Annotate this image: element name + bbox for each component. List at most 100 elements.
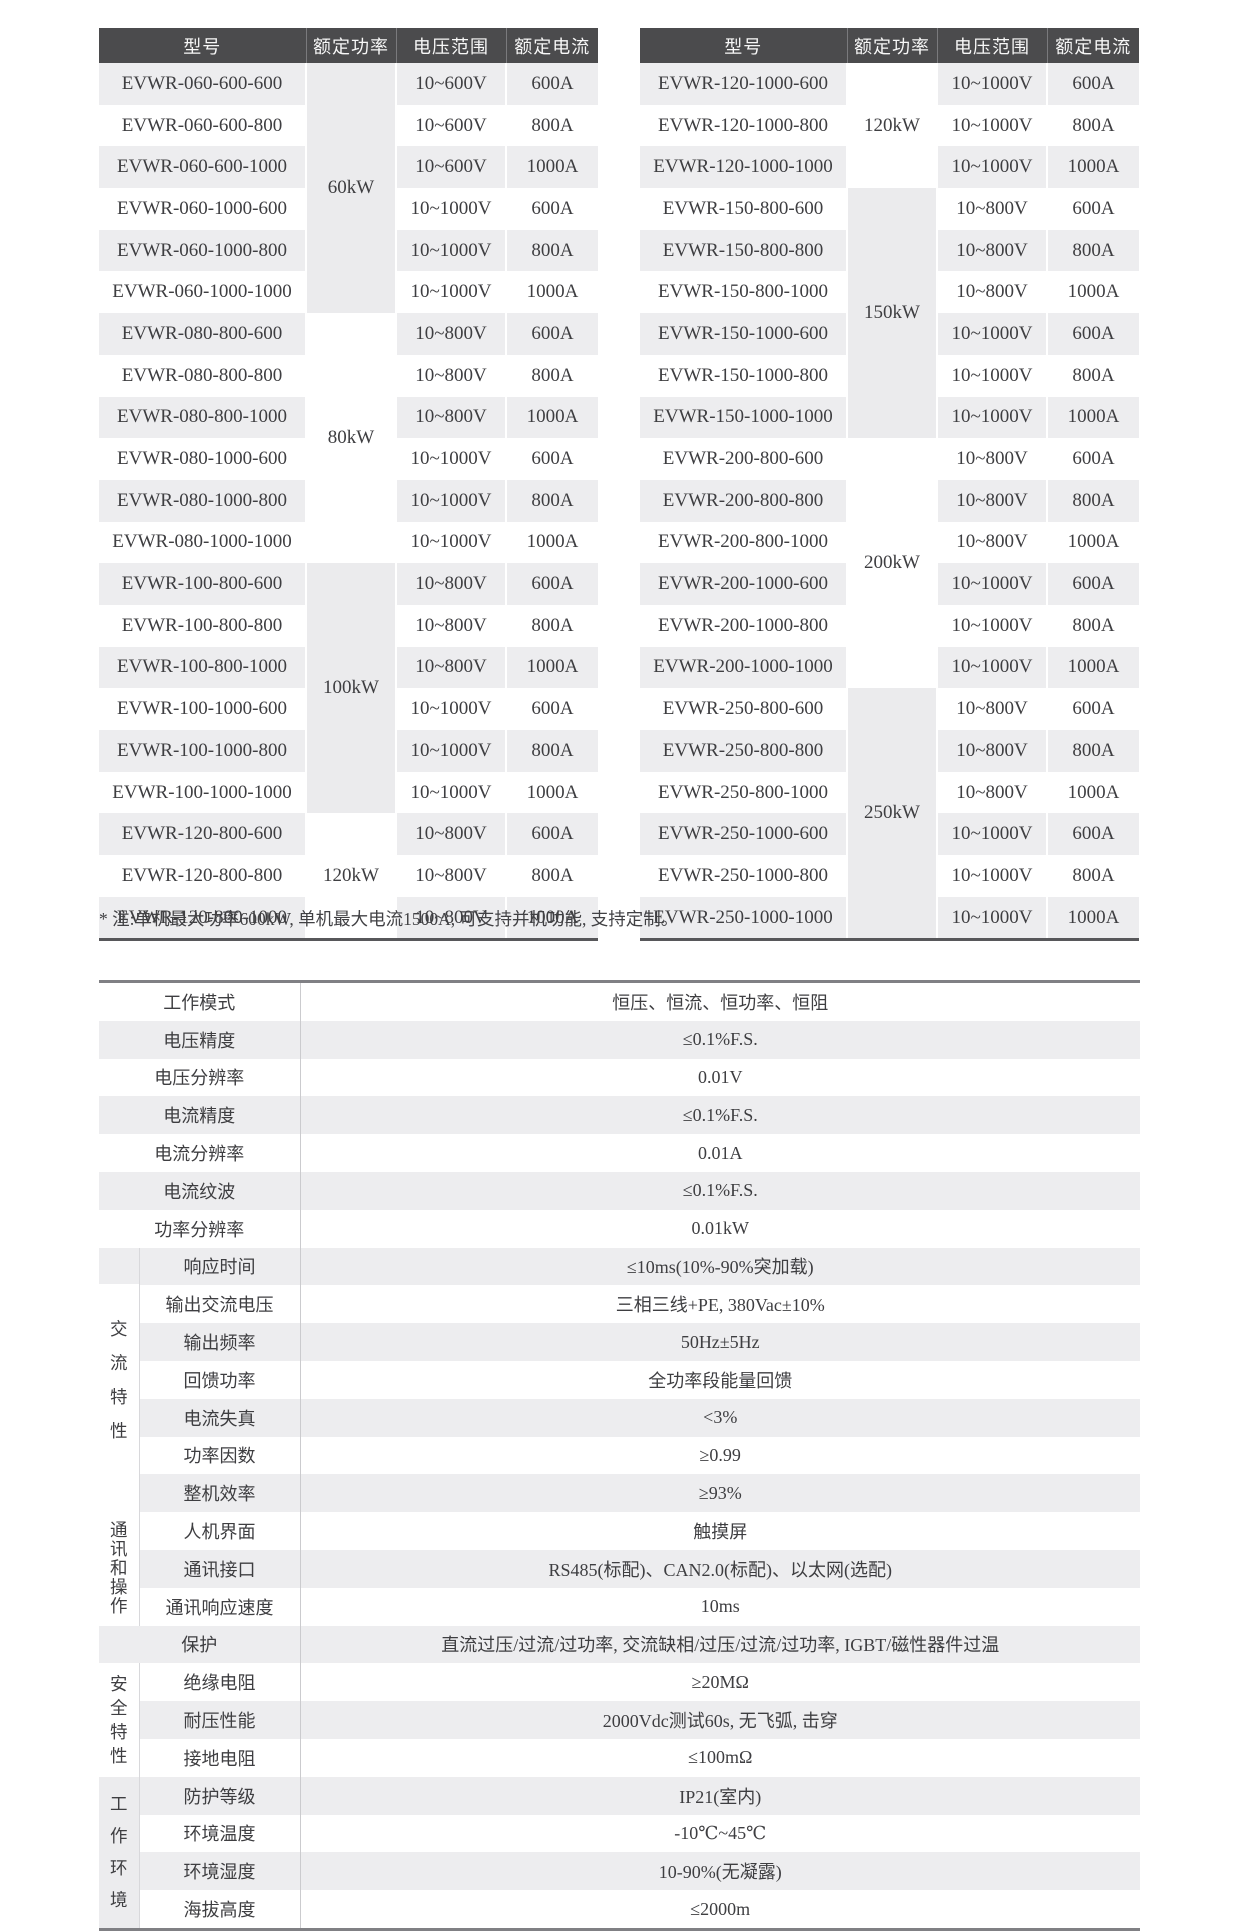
model-cell: EVWR-250-1000-1000	[640, 896, 847, 940]
table-row: EVWR-080-800-800 10~800V 800A	[99, 354, 598, 397]
current-cell: 800A	[505, 730, 598, 772]
power-cell: 200kW	[846, 438, 937, 689]
current-cell: 800A	[1046, 730, 1139, 772]
spec-group-label: 交流特性	[110, 1318, 128, 1441]
current-cell: 1000A	[505, 896, 598, 940]
spec-label-cell: 防护等级	[138, 1776, 300, 1815]
column-header: 额定电流	[505, 28, 598, 63]
model-table-right: 型号 额定功率 电压范围 额定电流 EVWR-120-1000-600 120kW 10~1…	[640, 28, 1139, 942]
voltage-cell: 10~1000V	[395, 438, 506, 480]
power-cell: 250kW	[846, 688, 937, 940]
model-cell: EVWR-250-1000-800	[658, 864, 828, 886]
voltage-cell: 10~1000V	[936, 563, 1047, 605]
table-row: EVWR-250-1000-600 10~1000V 600A	[640, 813, 1139, 856]
table-row: EVWR-120-1000-600 120kW 10~1000V 600A	[640, 63, 1139, 189]
current-cell: 600A	[505, 313, 598, 355]
spec-value-cell: 全功率段能量回馈	[299, 1360, 1140, 1399]
column-header: 额定电流	[1046, 28, 1139, 63]
model-cell: EVWR-060-600-800	[121, 114, 283, 136]
spec-row: 功率分辨率 0.01kW	[99, 1209, 1140, 1248]
model-cell: EVWR-150-1000-1000	[640, 396, 847, 439]
model-cell: EVWR-200-800-600	[662, 448, 824, 470]
voltage-cell: 10~1000V	[936, 354, 1047, 397]
spec-row: 输出交流电压 三相三线+PE, 380Vac±10%	[99, 1285, 1140, 1324]
spec-value-cell: ≥20MΩ	[299, 1663, 1140, 1702]
model-cell: EVWR-200-800-800	[640, 479, 847, 522]
spec-label-cell: 耐压性能	[138, 1701, 300, 1739]
table-row: EVWR-080-1000-600 10~1000V 600A	[99, 438, 598, 480]
spec-row: 耐压性能 2000Vdc测试60s, 无飞弧, 击穿	[99, 1701, 1140, 1739]
model-cell: EVWR-120-800-1000	[99, 896, 306, 940]
model-cell: EVWR-150-800-800	[640, 229, 847, 272]
spec-value-cell: 0.01A	[299, 1134, 1140, 1172]
power-cell: 120kW	[305, 813, 396, 940]
spec-group-label: 通讯和操作	[110, 1520, 128, 1617]
voltage-cell: 10~1000V	[936, 63, 1047, 105]
model-cell: EVWR-100-800-1000	[99, 646, 306, 689]
voltage-cell: 10~800V	[395, 604, 506, 647]
voltage-cell: 10~600V	[395, 146, 506, 189]
current-cell: 800A	[1046, 229, 1139, 272]
spec-row: 功率因数 ≥0.99	[99, 1436, 1140, 1475]
table-row: EVWR-060-1000-600 10~1000V 600A	[99, 188, 598, 230]
spec-label-cell: 电流失真	[138, 1398, 300, 1437]
table-row: EVWR-120-800-1000 10~800V 1000A	[99, 896, 598, 940]
voltage-cell: 10~1000V	[395, 479, 506, 522]
current-cell: 800A	[505, 229, 598, 272]
table-row: EVWR-150-800-600 150kW 10~800V 600A	[640, 188, 1139, 439]
spec-label-cell: 保护	[99, 1625, 300, 1664]
table-row: EVWR-060-1000-1000 10~1000V 1000A	[99, 271, 598, 314]
model-table-header: 型号 额定功率 电压范围 额定电流	[640, 28, 1139, 63]
voltage-cell: 10~800V	[395, 896, 506, 940]
spec-row: 通讯和操作人机界面 触摸屏	[99, 1512, 1140, 1626]
spec-value-cell: 恒压、恒流、恒功率、恒阻	[299, 981, 1140, 1021]
current-cell: 600A	[505, 63, 598, 105]
current-cell: 1000A	[505, 146, 598, 189]
spec-label-cell: 输出频率	[138, 1323, 300, 1361]
current-cell: 600A	[505, 188, 598, 230]
current-cell: 1000A	[1046, 646, 1139, 689]
table-row: EVWR-200-1000-800 10~1000V 800A	[640, 604, 1139, 647]
table-row: EVWR-250-1000-800 10~1000V 800A	[640, 855, 1139, 897]
table-row: EVWR-150-1000-800 10~1000V 800A	[640, 354, 1139, 397]
spec-row: 通讯接口 RS485(标配)、CAN2.0(标配)、以太网(选配)	[99, 1549, 1140, 1588]
voltage-cell: 10~1000V	[395, 188, 506, 230]
current-cell: 1000A	[505, 271, 598, 314]
voltage-cell: 10~800V	[395, 855, 506, 897]
spec-row: 安全特性绝缘电阻 ≥20MΩ	[99, 1663, 1140, 1777]
model-cell: EVWR-060-600-1000	[99, 146, 306, 189]
current-cell: 600A	[505, 813, 598, 856]
current-cell: 800A	[505, 104, 598, 147]
spec-label-cell: 电流精度	[99, 1096, 300, 1135]
voltage-cell: 10~800V	[395, 354, 506, 397]
spec-label-cell: 响应时间	[138, 1247, 300, 1286]
voltage-cell: 10~600V	[395, 104, 506, 147]
table-row: EVWR-100-800-1000 10~800V 1000A	[99, 646, 598, 689]
spec-label-cell: 电流分辨率	[154, 1144, 245, 1165]
model-cell: EVWR-100-1000-800	[99, 730, 306, 772]
current-cell: 1000A	[505, 521, 598, 564]
table-row: EVWR-200-800-600 200kW 10~800V 600A	[640, 438, 1139, 689]
model-cell: EVWR-120-1000-800	[658, 114, 828, 136]
voltage-cell: 10~1000V	[936, 855, 1047, 897]
table-row: EVWR-100-800-600 100kW 10~800V 600A	[99, 563, 598, 814]
power-cell: 100kW	[305, 563, 396, 814]
model-table: 型号 额定功率 电压范围 额定电流 EVWR-060-600-600 60kW 10~600…	[99, 28, 598, 942]
voltage-cell: 10~800V	[395, 813, 506, 856]
spec-value-cell: ≤2000m	[299, 1890, 1140, 1930]
table-row: EVWR-060-600-600 60kW 10~600V 600A	[99, 63, 598, 314]
table-row: EVWR-200-1000-600 10~1000V 600A	[640, 563, 1139, 605]
table-row: EVWR-150-800-1000 10~800V 1000A	[640, 271, 1139, 314]
spec-sheet-page: { "colors": { "header_bg": "#4b4b4d", "h…	[99, 28, 1140, 1931]
spec-group-cell: 安全特性	[99, 1663, 139, 1777]
model-cell: EVWR-080-800-800	[121, 364, 283, 386]
spec-row: 输出频率 50Hz±5Hz	[99, 1323, 1140, 1361]
current-cell: 800A	[1046, 855, 1139, 897]
spec-value-cell: 2000Vdc测试60s, 无飞弧, 击穿	[299, 1701, 1140, 1739]
spec-row: 接地电阻 ≤100mΩ	[99, 1738, 1140, 1777]
current-cell: 600A	[1046, 63, 1139, 105]
spec-label-cell: 电压分辨率	[154, 1068, 245, 1089]
model-cell: EVWR-080-800-600	[99, 313, 306, 355]
power-cell: 80kW	[305, 313, 396, 564]
table-row: EVWR-250-1000-1000 10~1000V 1000A	[640, 896, 1139, 940]
